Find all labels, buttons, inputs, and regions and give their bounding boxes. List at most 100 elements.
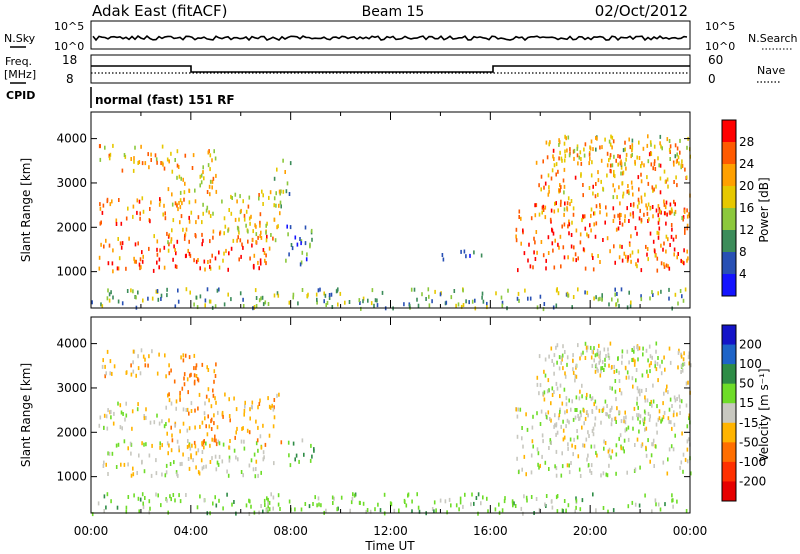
velocity-cell [212,501,214,506]
power-cell [555,303,558,308]
power-colorbar-swatch-5 [722,230,736,253]
velocity-cell [107,451,109,456]
power-cell [542,307,545,312]
power-cell [180,176,182,181]
power-cell [666,137,669,142]
velocity-cell [670,420,672,425]
velocity-cell [607,449,610,454]
velocity-cell [583,421,585,426]
velocity-cell [277,493,280,498]
power-cell [620,161,623,166]
velocity-cell [666,384,668,389]
power-cell [184,181,186,186]
velocity-cell [521,467,523,472]
power-cell [179,205,182,210]
power-cell [100,242,102,247]
velocity-cell [168,371,171,376]
velocity-cell [578,396,581,401]
power-cell [195,234,197,239]
power-cell [102,203,105,208]
velocity-cell [226,469,228,474]
power-cell [563,222,566,227]
power-cell [548,189,550,194]
power-cell [635,262,637,267]
velocity-cell [682,469,684,474]
velocity-cell [644,398,647,403]
power-cell [202,165,204,170]
velocity-cell [671,493,673,498]
power-cell [618,303,620,308]
velocity-cell [200,458,203,463]
velocity-cell [109,371,111,376]
power-cell [138,199,141,204]
time-xtick-label-6: 00:00 [673,524,708,538]
power-cell [107,261,110,266]
power-cell [191,166,194,170]
velocity-cell [651,442,653,447]
power-cell [103,244,105,249]
velocity-cell [685,381,688,386]
power-cell [291,246,294,251]
velocity-cell [658,409,661,414]
velocity-cell [594,353,597,358]
velocity-cell [264,503,266,507]
velocity-cell [559,407,561,412]
velocity-cell [125,370,128,375]
power-cell [656,268,659,273]
power-cell [560,185,562,190]
power-cell [529,296,532,301]
velocity-cell [574,378,576,383]
power-cell [273,217,276,222]
velocity-cell [101,364,104,369]
power-cell [112,295,114,300]
power-cell [580,157,582,161]
power-cell [193,302,195,307]
velocity-cell [576,429,578,433]
velocity-cell [187,390,189,395]
power-cell [251,238,254,243]
power-cell [624,214,626,219]
velocity-cell [544,502,546,507]
velocity-cell [672,447,675,452]
power-cell [99,157,102,162]
velocity-cell [288,453,290,458]
power-cell [597,192,599,197]
velocity-cell [125,505,128,510]
power-cell [567,135,570,140]
power-cell [230,194,232,199]
power-cell [227,267,229,272]
velocity-cell [567,442,569,447]
power-cell [99,206,102,211]
power-cell [601,297,603,302]
power-cell [253,263,255,268]
power-cell [680,163,683,168]
velocity-cell [279,507,281,511]
power-cell [565,292,568,297]
power-cell [527,296,529,301]
power-cell [141,259,144,264]
power-cell [117,266,120,271]
power-cell [558,156,560,161]
power-cell [621,181,624,186]
power-cell [337,302,339,307]
velocity-region-2 [98,401,193,431]
power-cell [612,183,614,188]
power-cell [589,156,591,161]
velocity-cell [661,359,663,364]
velocity-cell [602,471,605,476]
velocity-cell [431,507,434,511]
power-cell [224,224,227,229]
power-cell [611,163,614,168]
velocity-cell [677,350,680,355]
power-cell [524,288,526,293]
power-cell [268,246,271,251]
velocity-cell [642,418,644,423]
power-cell [584,266,587,271]
power-cell [568,231,570,236]
velocity-cell [252,467,255,472]
power-cell [188,188,190,193]
velocity-cell [624,365,627,370]
power-cell [568,219,570,224]
power-cell [243,213,246,218]
velocity-cell [595,450,597,455]
